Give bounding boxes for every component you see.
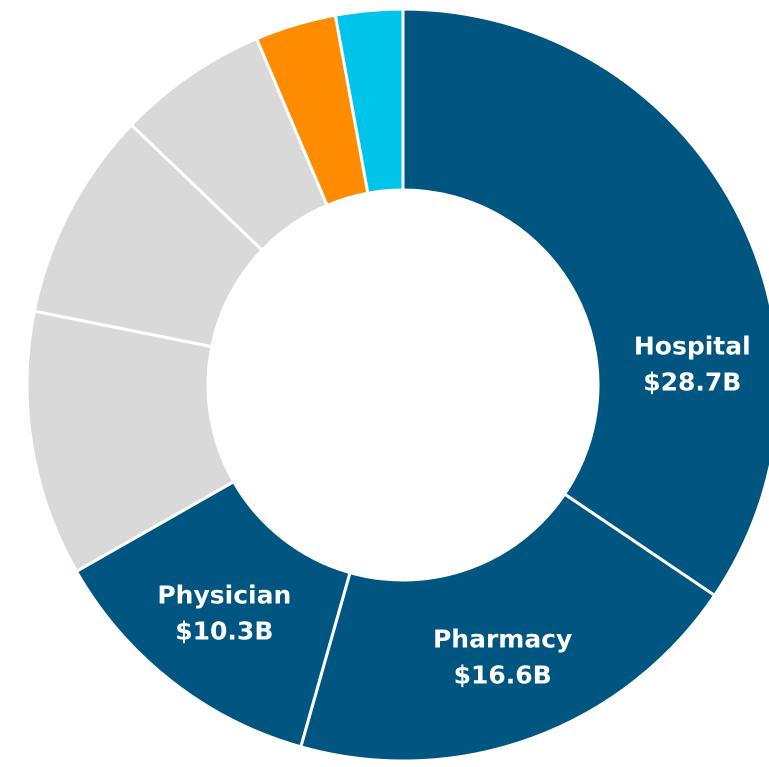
slice xyxy=(401,7,769,598)
slice xyxy=(74,479,352,749)
value-label: $10.3B xyxy=(175,616,273,645)
slice xyxy=(333,7,405,195)
slice-label: Hospital xyxy=(634,331,751,360)
slice-label: Physician xyxy=(157,580,291,609)
value-label: $16.6B xyxy=(454,660,552,689)
slice xyxy=(298,492,717,763)
slice-label: Pharmacy xyxy=(433,624,572,653)
value-label: $28.7B xyxy=(643,367,741,396)
